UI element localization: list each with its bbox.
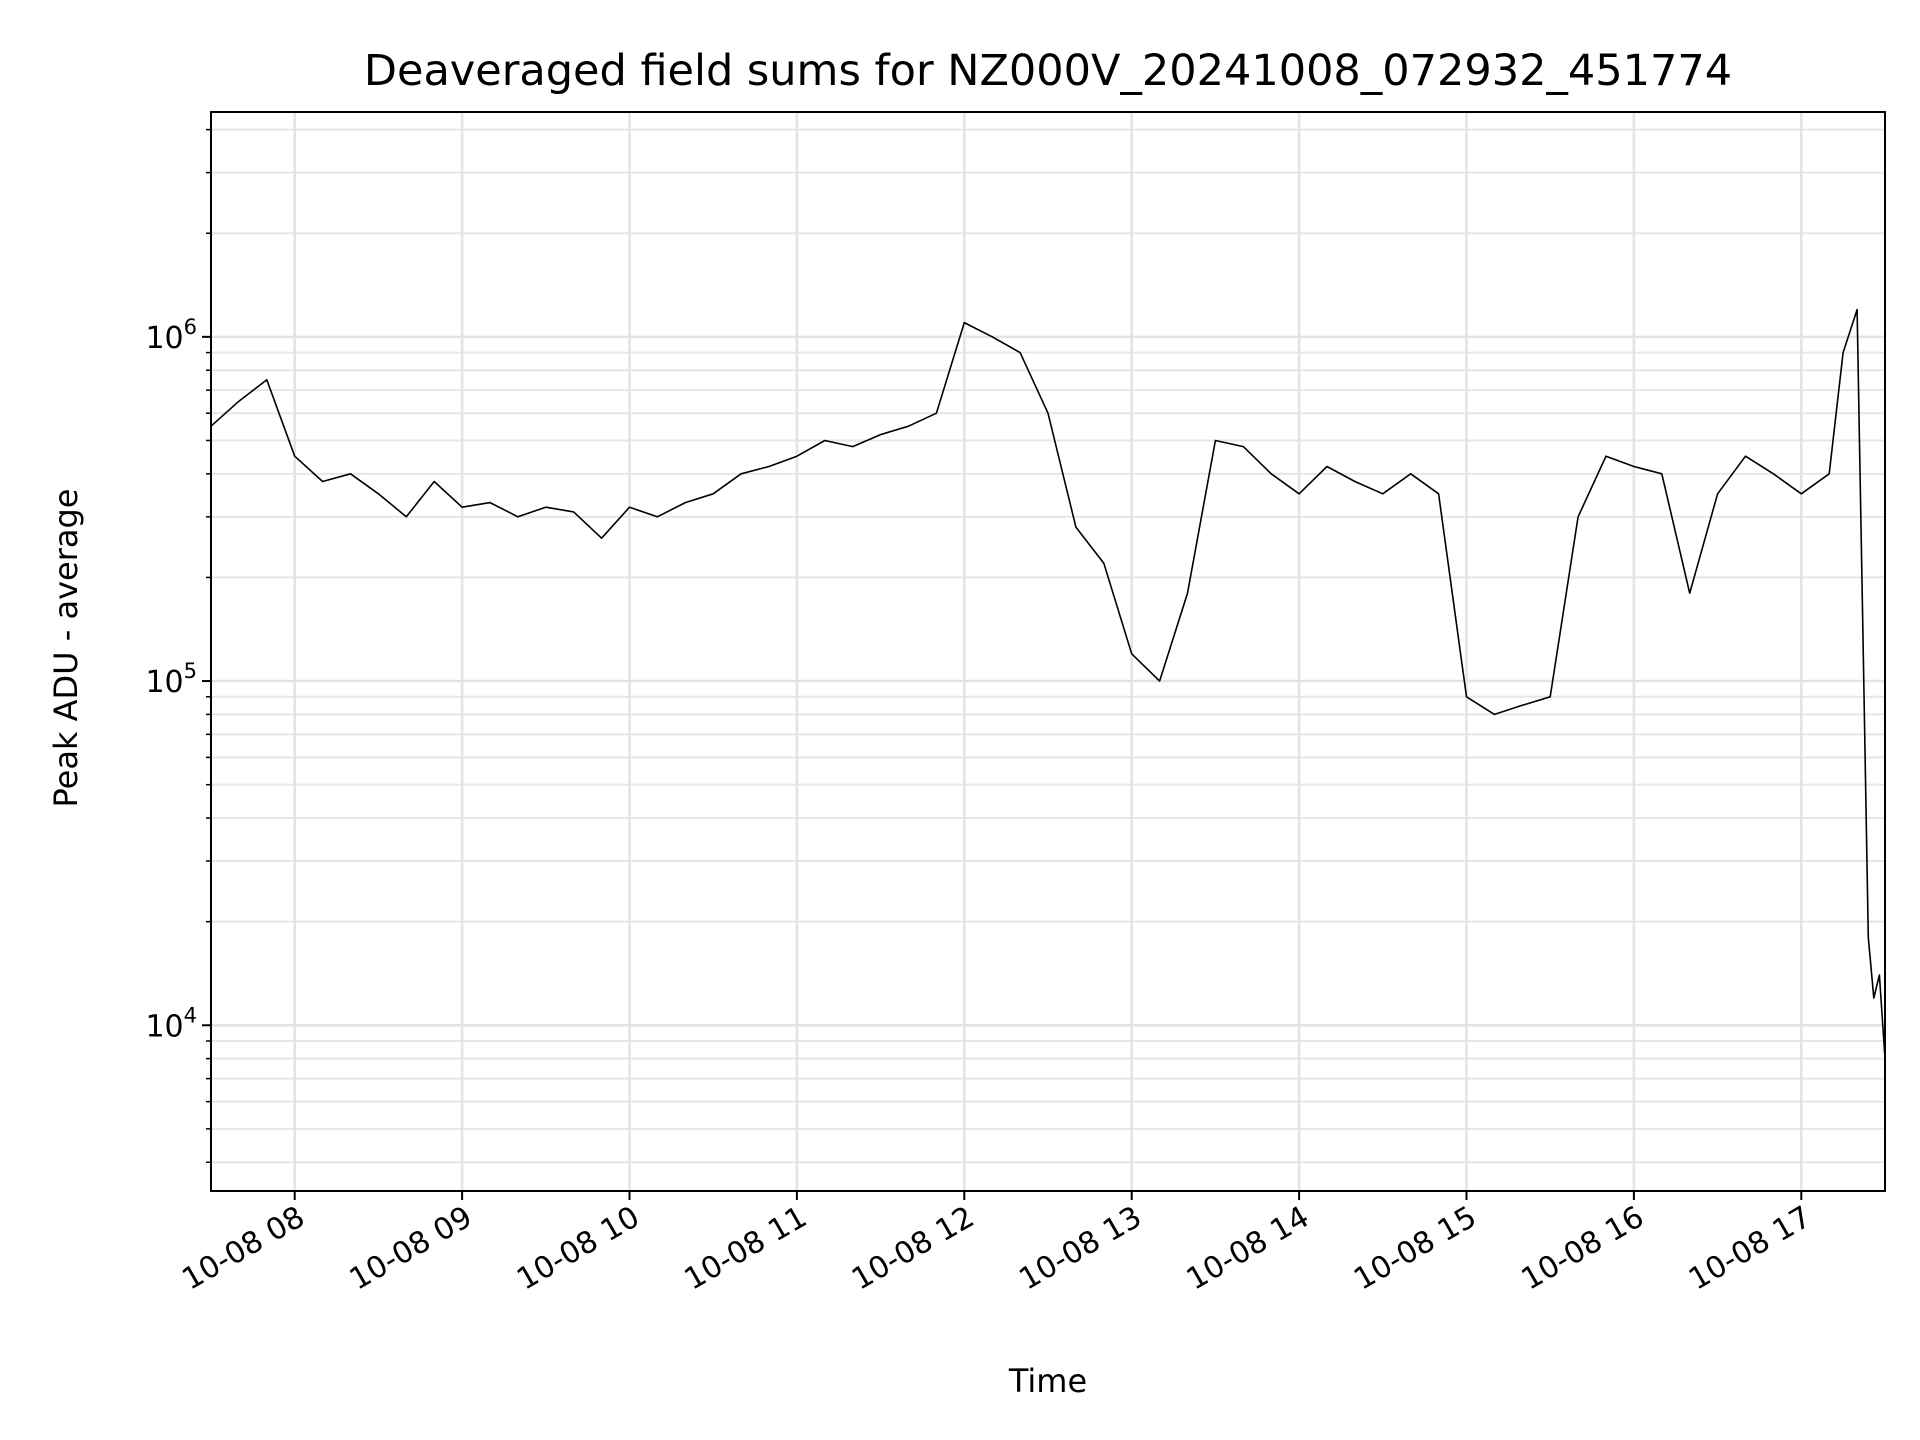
y-tick-label-base: 10 — [145, 321, 183, 356]
y-tick-label-base: 10 — [145, 1009, 183, 1044]
plot-area-frame — [210, 111, 1886, 1192]
x-axis-title: Time — [1008, 1362, 1087, 1400]
y-axis-title: Peak ADU - average — [47, 489, 85, 808]
minor-gridlines — [211, 128, 1885, 1164]
series-line-group — [210, 308, 1886, 1059]
y-tick-label: 105 — [145, 659, 197, 700]
y-tick-label: 104 — [145, 1003, 197, 1044]
y-tick-label-exponent: 6 — [184, 315, 197, 339]
y-tick-label-base: 10 — [145, 665, 183, 700]
series-line-0 — [210, 308, 1886, 1059]
y-tick-label-exponent: 5 — [184, 659, 197, 683]
y-tick-label-exponent: 4 — [184, 1003, 197, 1027]
y-tick-label: 106 — [145, 315, 197, 356]
chart-title: Deaveraged field sums for NZ000V_2024100… — [364, 46, 1732, 96]
